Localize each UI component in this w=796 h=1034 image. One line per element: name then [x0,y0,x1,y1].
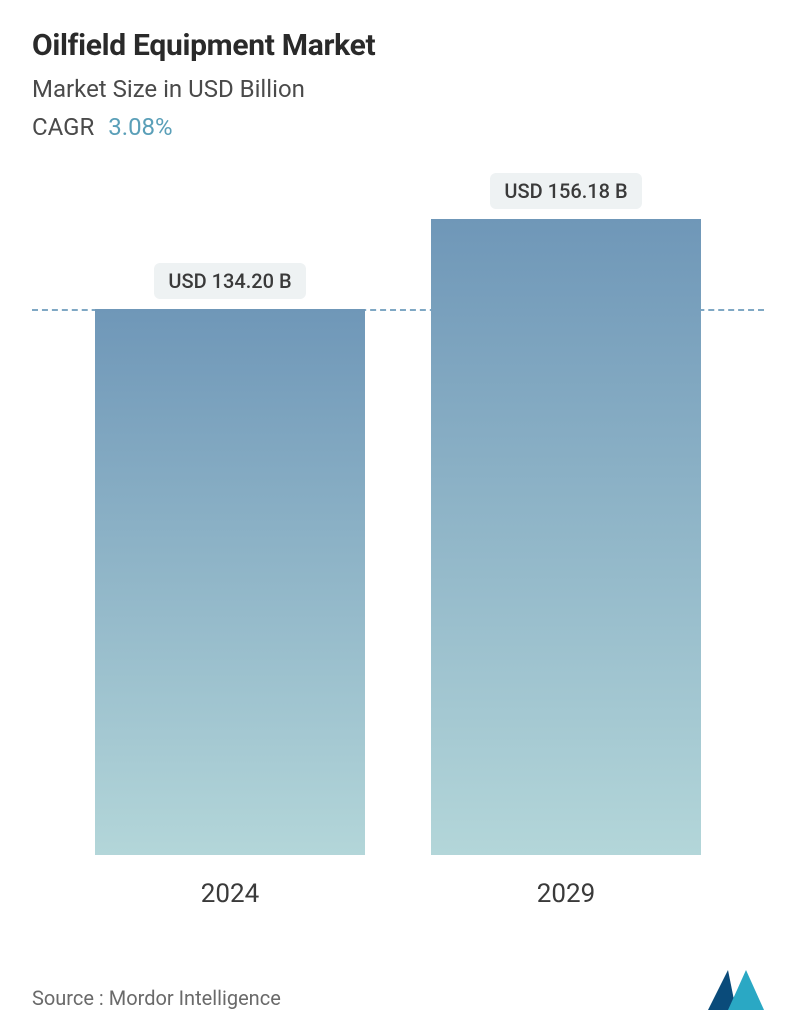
cagr-label: CAGR [32,113,94,141]
bars-row: USD 134.20 B USD 156.18 B [32,219,764,855]
x-label-1: 2029 [431,879,701,909]
bar-value-label: USD 134.20 B [154,263,305,299]
bar-group-0: USD 134.20 B [95,309,365,855]
brand-logo [708,970,764,1010]
cagr-line: CAGR 3.08% [32,113,764,141]
footer: Source : Mordor Intelligence [32,970,764,1010]
source-text: Source : Mordor Intelligence [32,986,281,1010]
x-axis-labels: 2024 2029 [32,879,764,909]
bar-0 [95,309,365,855]
chart-subtitle: Market Size in USD Billion [32,75,764,103]
bar-1 [431,219,701,855]
bar-value-label: USD 156.18 B [490,173,641,209]
chart-area: USD 134.20 B USD 156.18 B 2024 2029 [32,219,764,909]
page-title: Oilfield Equipment Market [32,28,764,63]
x-label-0: 2024 [95,879,365,909]
bar-group-1: USD 156.18 B [431,219,701,855]
chart-container: Oilfield Equipment Market Market Size in… [0,0,796,1034]
cagr-value: 3.08% [108,113,172,141]
